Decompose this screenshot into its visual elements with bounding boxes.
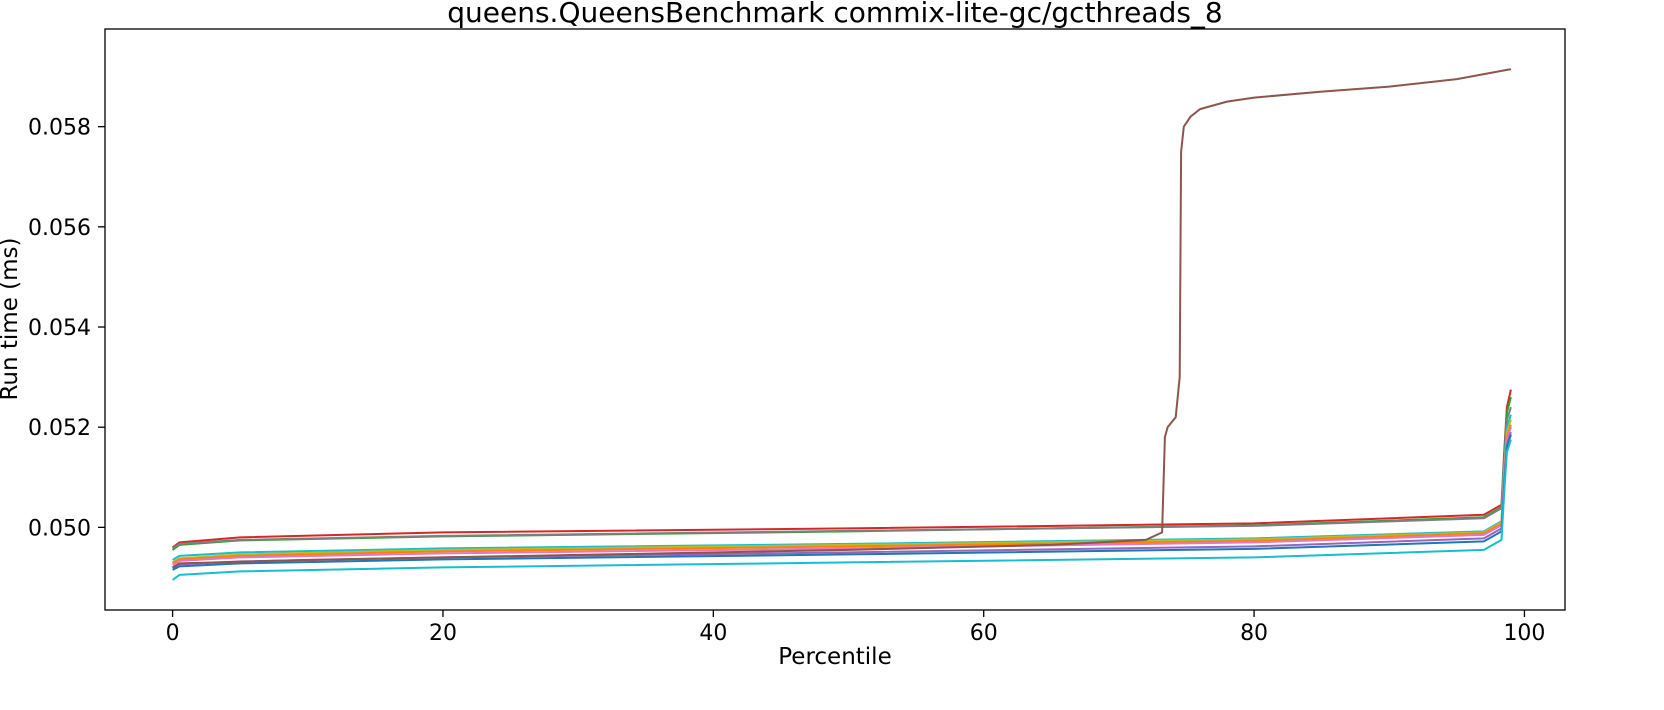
series-line-6 <box>172 424 1512 565</box>
x-tick-label: 40 <box>699 621 727 646</box>
y-tick-label: 0.052 <box>28 416 91 441</box>
series-line-10 <box>172 439 1512 581</box>
series-line-2 <box>172 396 1512 551</box>
x-tick-label: 80 <box>1240 621 1268 646</box>
plot-lines <box>172 68 1512 581</box>
series-line-11 <box>172 68 1512 569</box>
x-tick-label: 60 <box>970 621 998 646</box>
series-line-3 <box>172 406 1512 550</box>
x-tick-label: 0 <box>166 621 180 646</box>
y-axis-label: Run time (ms) <box>0 237 23 400</box>
y-tick-label: 0.058 <box>28 116 91 141</box>
y-tick-label: 0.054 <box>28 316 91 341</box>
x-tick-label: 20 <box>429 621 457 646</box>
chart-title: queens.QueensBenchmark commix-lite-gc/gc… <box>447 0 1223 29</box>
plot-frame <box>104 28 1566 611</box>
x-tick-label: 100 <box>1503 621 1545 646</box>
x-axis-label: Percentile <box>778 644 891 670</box>
y-tick-label: 0.050 <box>28 516 91 541</box>
y-tick-label: 0.056 <box>28 216 91 241</box>
axis-ticks: 0 20 40 60 80 100 0.050 0.052 0.054 0.056 0.058 <box>28 116 1545 646</box>
